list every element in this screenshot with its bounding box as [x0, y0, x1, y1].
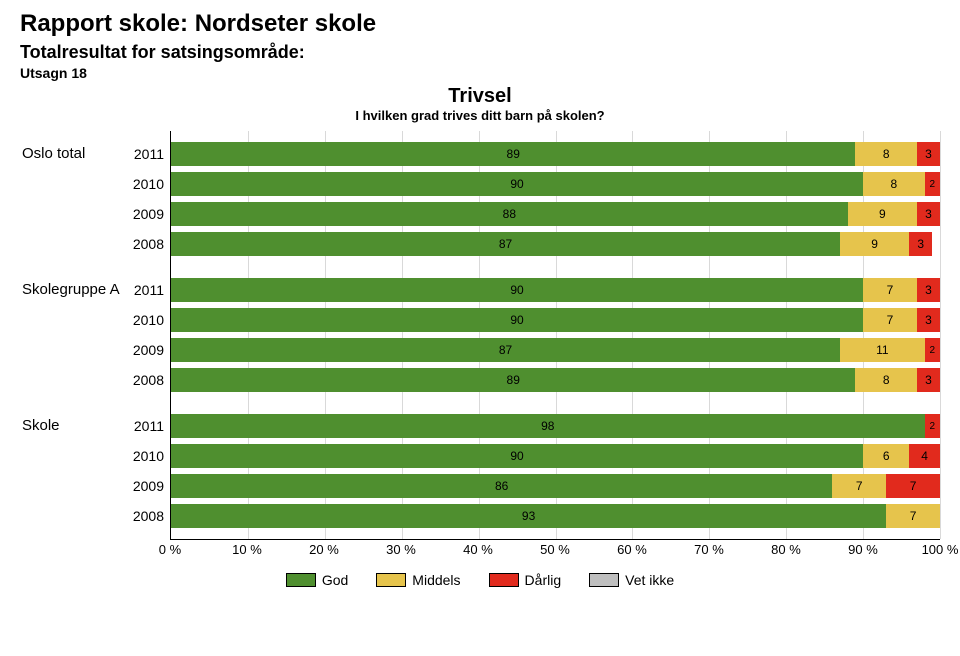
bar-row: 9073	[171, 305, 940, 335]
chart-subtitle: I hvilken grad trives ditt barn på skole…	[20, 108, 940, 123]
year-label: 2009	[133, 335, 164, 365]
year-label: 2008	[133, 501, 164, 531]
bar-row: 87112	[171, 335, 940, 365]
axis-tick: 20 %	[309, 542, 339, 557]
bar-segment-darlig: 3	[917, 142, 940, 166]
bar-segment-god: 98	[171, 414, 925, 438]
bar-segment-god: 87	[171, 232, 840, 256]
axis-tick: 100 %	[922, 542, 959, 557]
legend-swatch	[589, 573, 619, 587]
bar-segment-darlig: 2	[925, 338, 940, 362]
bar-segment-god: 90	[171, 278, 863, 302]
utsagn-label: Utsagn 18	[20, 65, 940, 81]
bar-segment-god: 89	[171, 368, 855, 392]
legend-swatch	[286, 573, 316, 587]
bar-row: 8677	[171, 471, 940, 501]
bar-segment-god: 86	[171, 474, 832, 498]
bar-segment-god: 87	[171, 338, 840, 362]
bar-segment-darlig: 3	[917, 278, 940, 302]
year-label: 2011	[134, 411, 164, 441]
bar-segment-middels: 9	[848, 202, 917, 226]
bar-segment-darlig: 3	[917, 368, 940, 392]
bar-segment-middels: 9	[840, 232, 909, 256]
year-label: 2010	[133, 441, 164, 471]
legend-item-god: God	[286, 572, 348, 588]
legend-label: Vet ikke	[625, 572, 674, 588]
bar-row: 9073	[171, 275, 940, 305]
bar-row: 8893	[171, 199, 940, 229]
bar-segment-god: 93	[171, 504, 886, 528]
chart-title: Trivsel	[20, 85, 940, 108]
axis-tick: 10 %	[232, 542, 262, 557]
axis-tick: 0 %	[159, 542, 181, 557]
bar-segment-darlig: 3	[917, 308, 940, 332]
chart-label-column: Oslo total2011201020092008Skolegruppe A2…	[20, 131, 170, 540]
bar-segment-middels: 7	[863, 308, 917, 332]
report-title: Rapport skole: Nordseter skole	[20, 10, 940, 38]
bar-row: 9082	[171, 169, 940, 199]
bar-segment-middels: 7	[863, 278, 917, 302]
bar-segment-god: 89	[171, 142, 855, 166]
bar-segment-middels: 8	[855, 368, 917, 392]
legend-swatch	[489, 573, 519, 587]
legend-item-middels: Middels	[376, 572, 460, 588]
bar-segment-middels: 6	[863, 444, 909, 468]
bar-segment-middels: 7	[832, 474, 886, 498]
bar-segment-god: 90	[171, 444, 863, 468]
bar-row: 8983	[171, 365, 940, 395]
bar-segment-middels: 8	[855, 142, 917, 166]
chart-plot-column: 8983908288938793907390738711289839829064…	[170, 131, 940, 540]
year-label: 2011	[134, 139, 164, 169]
bar-segment-darlig: 3	[909, 232, 932, 256]
bar-row: 8983	[171, 139, 940, 169]
legend-item-darlig: Dårlig	[489, 572, 562, 588]
bar-segment-god: 90	[171, 308, 863, 332]
bar-row: 982	[171, 411, 940, 441]
legend-label: God	[322, 572, 348, 588]
bar-segment-middels: 8	[863, 172, 925, 196]
year-label: 2009	[133, 471, 164, 501]
chart-x-axis: 0 %10 %20 %30 %40 %50 %60 %70 %80 %90 %1…	[170, 540, 940, 558]
bar-segment-darlig: 7	[886, 474, 940, 498]
legend-label: Dårlig	[525, 572, 562, 588]
year-label: 2010	[133, 169, 164, 199]
bar-segment-darlig: 2	[925, 172, 940, 196]
year-label: 2008	[133, 365, 164, 395]
bar-segment-middels: 11	[840, 338, 925, 362]
axis-tick: 60 %	[617, 542, 647, 557]
bar-row: 937	[171, 501, 940, 531]
bar-segment-darlig: 3	[917, 202, 940, 226]
axis-tick: 80 %	[771, 542, 801, 557]
grid-line	[940, 131, 941, 539]
bar-segment-darlig: 2	[925, 414, 940, 438]
axis-tick: 40 %	[463, 542, 493, 557]
axis-tick: 50 %	[540, 542, 570, 557]
chart-legend: God Middels Dårlig Vet ikke	[20, 572, 940, 588]
chart-area: Oslo total2011201020092008Skolegruppe A2…	[20, 131, 940, 540]
year-label: 2009	[133, 199, 164, 229]
bar-row: 8793	[171, 229, 940, 259]
legend-item-vetikke: Vet ikke	[589, 572, 674, 588]
axis-tick: 70 %	[694, 542, 724, 557]
report-subtitle: Totalresultat for satsingsområde:	[20, 42, 940, 63]
bar-segment-god: 90	[171, 172, 863, 196]
legend-swatch	[376, 573, 406, 587]
bar-segment-god: 88	[171, 202, 848, 226]
bar-segment-darlig: 4	[909, 444, 940, 468]
axis-tick: 90 %	[848, 542, 878, 557]
year-label: 2008	[133, 229, 164, 259]
axis-tick: 30 %	[386, 542, 416, 557]
bar-row: 9064	[171, 441, 940, 471]
legend-label: Middels	[412, 572, 460, 588]
bar-segment-middels: 7	[886, 504, 940, 528]
year-label: 2010	[133, 305, 164, 335]
year-label: 2011	[134, 275, 164, 305]
